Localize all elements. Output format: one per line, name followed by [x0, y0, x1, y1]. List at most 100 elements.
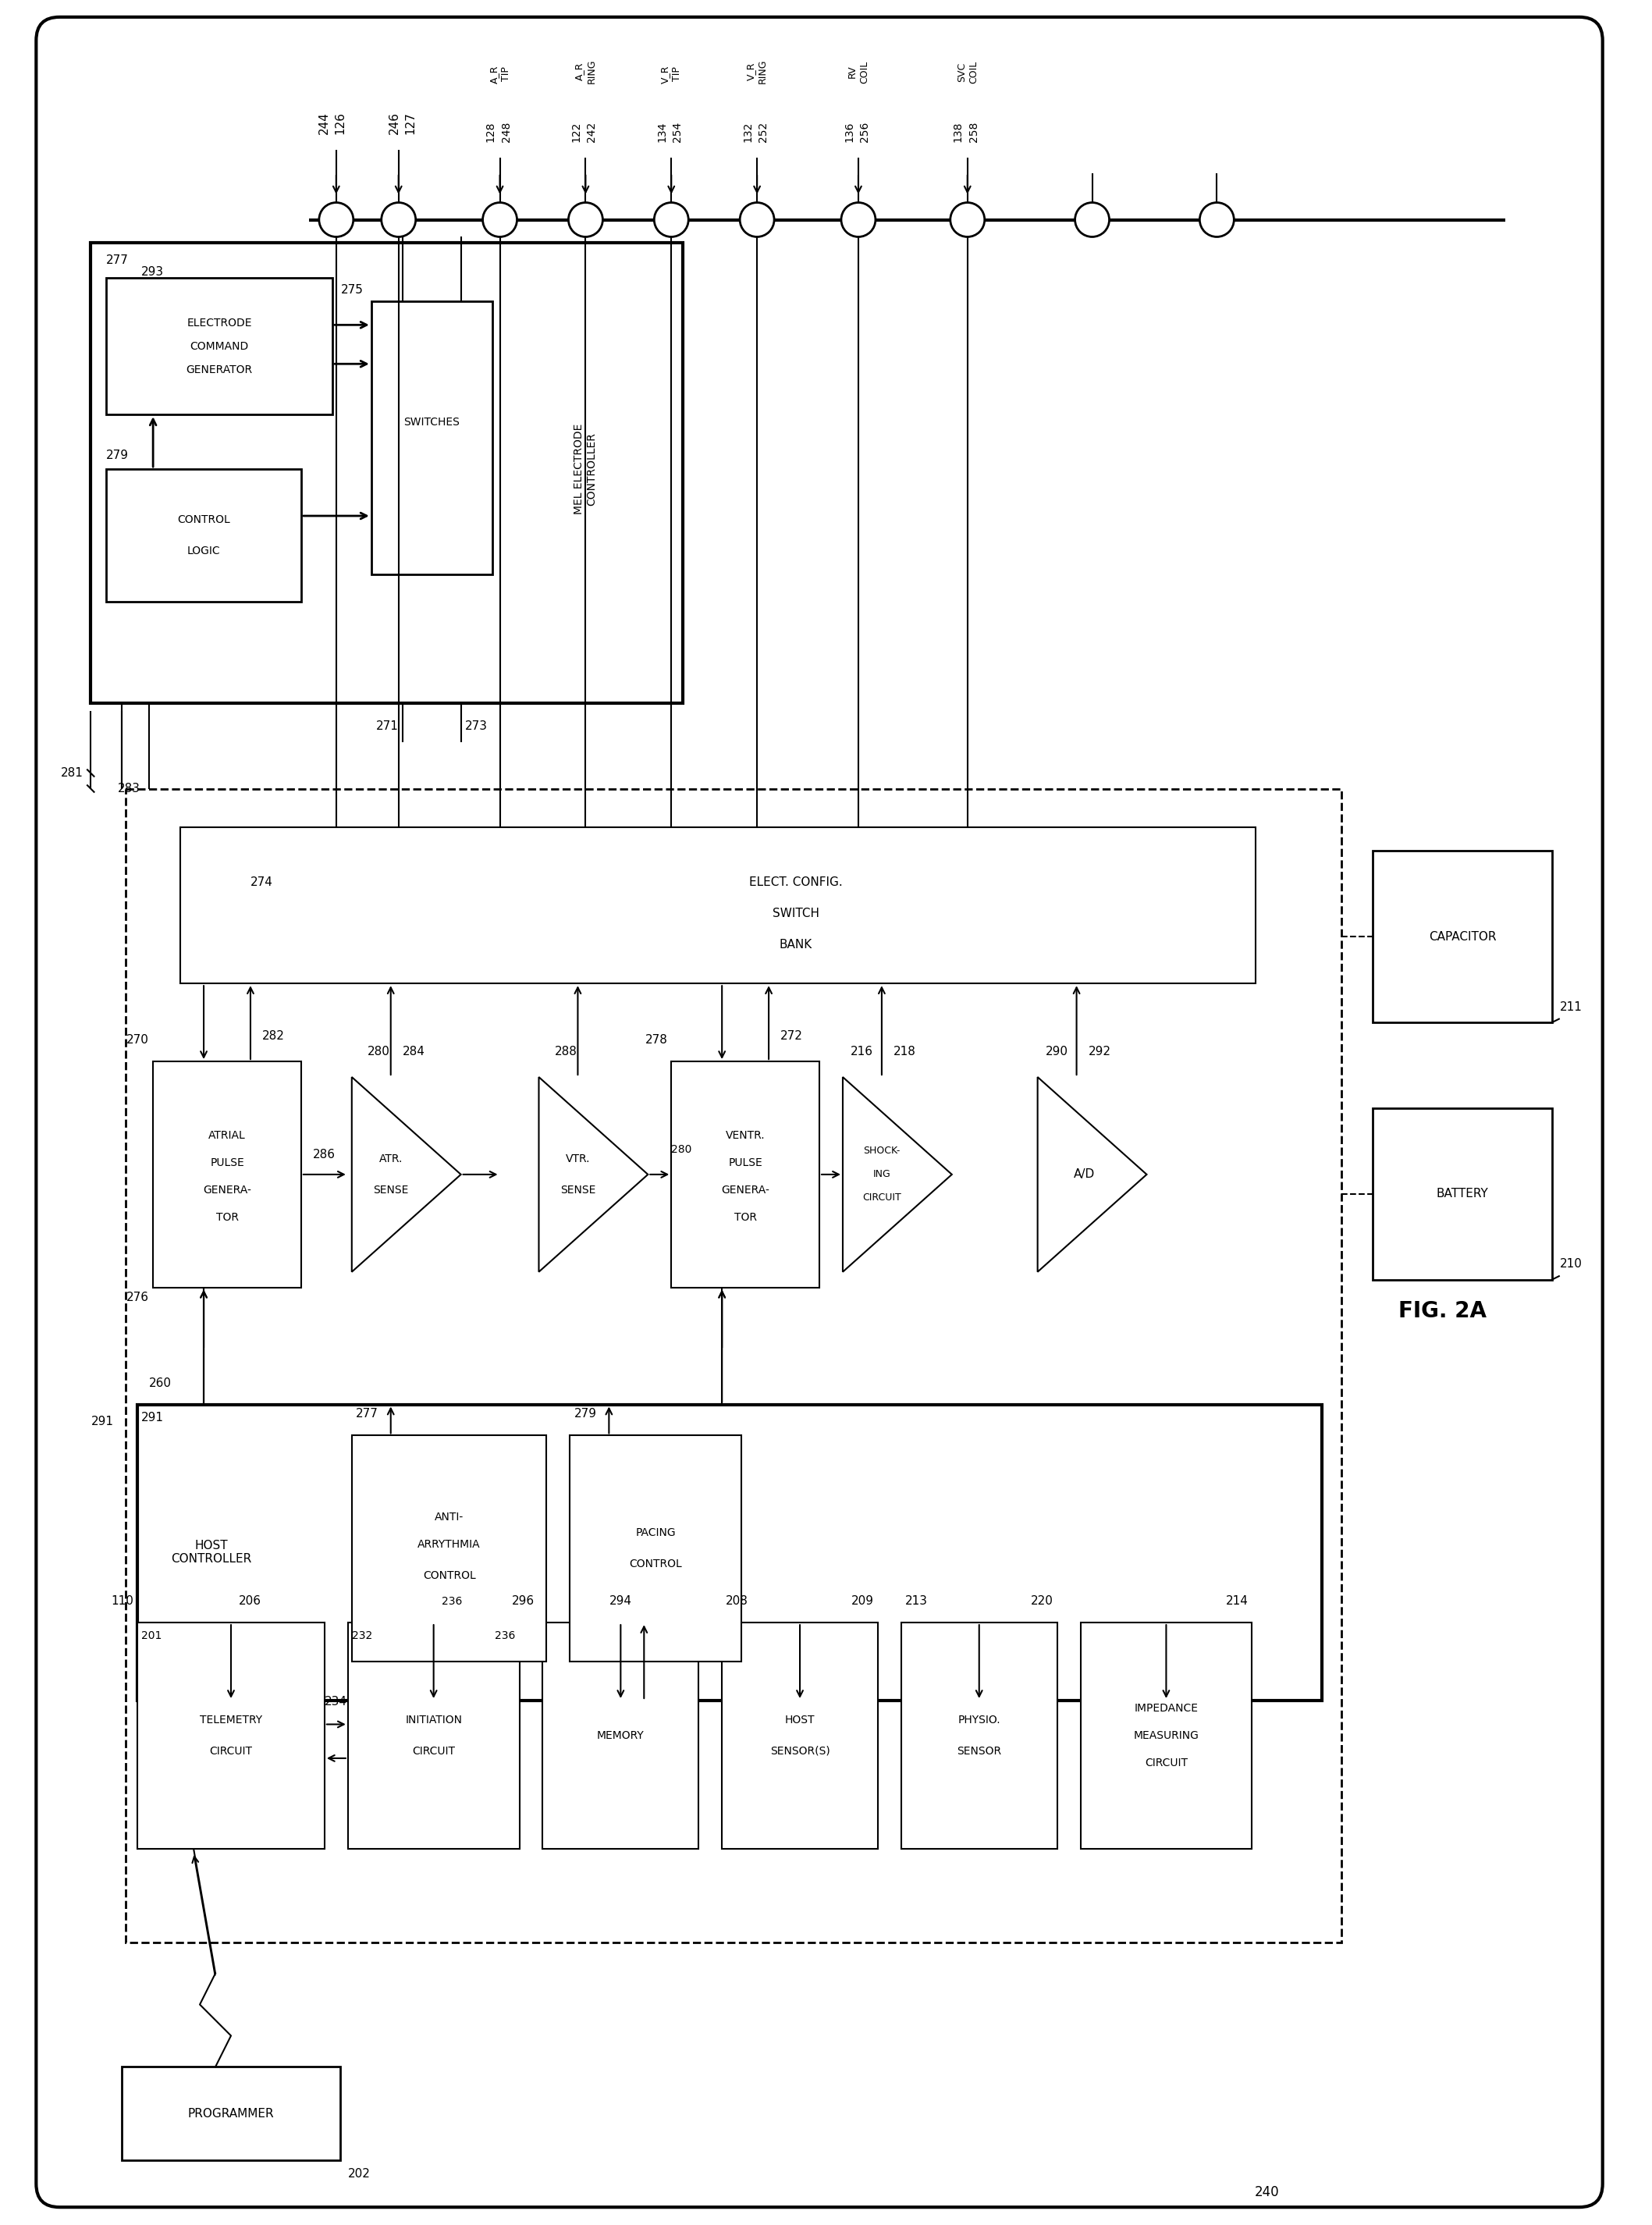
Bar — [372, 303, 492, 574]
Text: 136: 136 — [844, 120, 854, 142]
Text: ATR.: ATR. — [378, 1153, 403, 1164]
Text: 126: 126 — [334, 111, 345, 134]
Text: LOGIC: LOGIC — [187, 545, 220, 556]
Text: 138: 138 — [953, 120, 963, 142]
Text: A/D: A/D — [1074, 1168, 1095, 1179]
Text: 284: 284 — [403, 1046, 425, 1057]
Text: A_R
TIP: A_R TIP — [489, 65, 510, 82]
Text: 283: 283 — [117, 783, 140, 794]
Text: 234: 234 — [325, 1695, 347, 1707]
Text: SENSOR(S): SENSOR(S) — [770, 1747, 829, 1758]
Text: CIRCUIT: CIRCUIT — [411, 1747, 454, 1758]
Text: 206: 206 — [240, 1595, 261, 1606]
Text: CAPACITOR: CAPACITOR — [1429, 930, 1497, 943]
Circle shape — [841, 202, 876, 236]
Text: 294: 294 — [610, 1595, 633, 1606]
Text: 275: 275 — [340, 285, 363, 296]
Text: PULSE: PULSE — [210, 1157, 244, 1168]
Text: COMMAND: COMMAND — [190, 340, 249, 352]
Text: VENTR.: VENTR. — [725, 1130, 765, 1141]
Text: 134: 134 — [656, 120, 667, 142]
Text: 132: 132 — [742, 120, 753, 142]
Text: 216: 216 — [851, 1046, 874, 1057]
Text: CIRCUIT: CIRCUIT — [1145, 1758, 1188, 1769]
Bar — [902, 1622, 1057, 1849]
Bar — [137, 1404, 1322, 1700]
Text: 208: 208 — [725, 1595, 748, 1606]
Circle shape — [482, 202, 517, 236]
Text: 288: 288 — [555, 1046, 577, 1057]
Text: 281: 281 — [61, 768, 83, 779]
Text: 256: 256 — [859, 120, 871, 142]
Circle shape — [654, 202, 689, 236]
Bar — [1373, 1108, 1551, 1279]
Text: 218: 218 — [894, 1046, 915, 1057]
Bar — [1080, 1622, 1252, 1849]
Text: 271: 271 — [377, 721, 398, 732]
Text: PULSE: PULSE — [729, 1157, 763, 1168]
Text: VTR.: VTR. — [565, 1153, 590, 1164]
Text: 220: 220 — [1031, 1595, 1054, 1606]
Text: ELECT. CONFIG.: ELECT. CONFIG. — [750, 877, 843, 888]
Text: PROGRAMMER: PROGRAMMER — [188, 2107, 274, 2120]
Text: CIRCUIT: CIRCUIT — [862, 1193, 900, 1204]
Text: IMPEDANCE: IMPEDANCE — [1135, 1702, 1198, 1713]
Text: RV
COIL: RV COIL — [847, 60, 869, 82]
Polygon shape — [843, 1077, 952, 1273]
Text: ATRIAL: ATRIAL — [208, 1130, 246, 1141]
Text: SWITCHES: SWITCHES — [403, 416, 459, 427]
Text: PACING: PACING — [636, 1529, 676, 1537]
Text: 240: 240 — [1254, 2185, 1279, 2198]
Text: V_R
RING: V_R RING — [747, 58, 768, 82]
Text: 242: 242 — [586, 122, 598, 142]
Text: 209: 209 — [851, 1595, 874, 1606]
Text: TELEMETRY: TELEMETRY — [200, 1715, 263, 1727]
Text: 110: 110 — [111, 1595, 134, 1606]
Polygon shape — [352, 1077, 461, 1273]
Text: MEL ELECTRODE
CONTROLLER: MEL ELECTRODE CONTROLLER — [573, 423, 598, 514]
Text: 293: 293 — [142, 267, 164, 278]
Bar — [671, 1061, 819, 1288]
Text: SVC
COIL: SVC COIL — [957, 60, 978, 82]
Bar — [122, 2067, 340, 2160]
Text: 128: 128 — [486, 120, 496, 142]
Text: 273: 273 — [464, 721, 487, 732]
Text: 127: 127 — [405, 111, 416, 134]
Text: 254: 254 — [672, 122, 682, 142]
Text: 214: 214 — [1226, 1595, 1247, 1606]
Text: 202: 202 — [349, 2167, 370, 2180]
Text: GENERA-: GENERA- — [722, 1184, 770, 1195]
Text: 260: 260 — [149, 1377, 172, 1388]
Text: 296: 296 — [512, 1595, 535, 1606]
Text: ELECTRODE: ELECTRODE — [187, 318, 251, 329]
Bar — [352, 1435, 547, 1662]
Bar — [544, 1622, 699, 1849]
Polygon shape — [1037, 1077, 1146, 1273]
Text: 279: 279 — [106, 449, 129, 461]
Bar — [137, 1622, 324, 1849]
Text: CONTROL: CONTROL — [177, 514, 230, 525]
Text: 244: 244 — [319, 111, 330, 134]
Text: 258: 258 — [968, 120, 980, 142]
Text: 252: 252 — [758, 122, 768, 142]
Bar — [106, 469, 301, 601]
Text: 211: 211 — [1559, 1001, 1583, 1012]
Circle shape — [950, 202, 985, 236]
Text: 280: 280 — [367, 1046, 390, 1057]
Text: ANTI-: ANTI- — [434, 1513, 464, 1522]
Circle shape — [319, 202, 354, 236]
Text: 213: 213 — [905, 1595, 928, 1606]
Text: PHYSIO.: PHYSIO. — [958, 1715, 1001, 1727]
Text: 274: 274 — [251, 877, 273, 888]
Text: V_R
TIP: V_R TIP — [661, 65, 682, 82]
Text: INITIATION: INITIATION — [405, 1715, 463, 1727]
Text: HOST
CONTROLLER: HOST CONTROLLER — [172, 1540, 251, 1564]
Text: 210: 210 — [1559, 1259, 1583, 1270]
Text: 122: 122 — [570, 120, 582, 142]
Bar — [106, 278, 332, 414]
Text: 277: 277 — [355, 1408, 378, 1420]
Text: FIG. 2A: FIG. 2A — [1399, 1299, 1487, 1322]
Text: ARRYTHMIA: ARRYTHMIA — [418, 1540, 481, 1551]
Text: 278: 278 — [644, 1035, 667, 1046]
Bar — [154, 1061, 301, 1288]
